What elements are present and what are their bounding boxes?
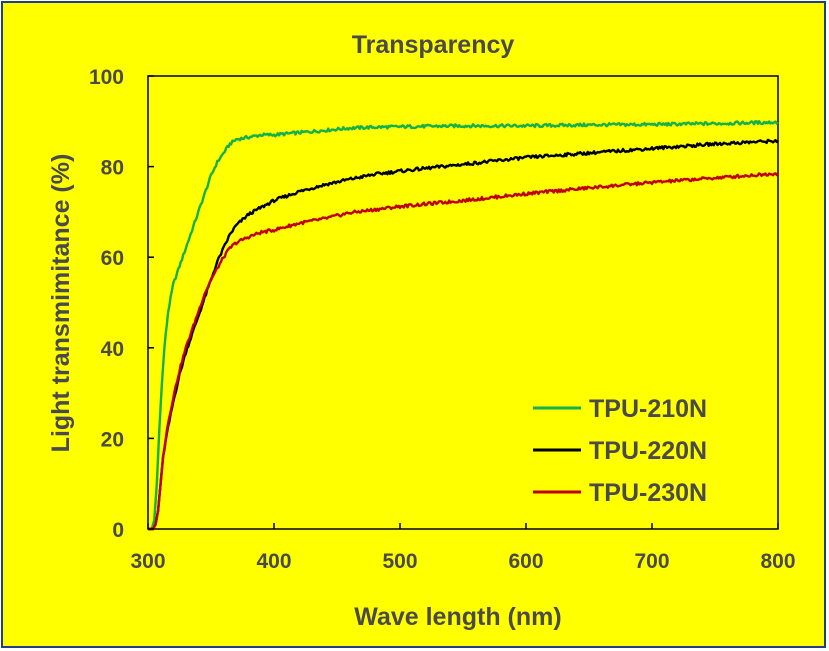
series-line-tpu-210n bbox=[148, 120, 779, 531]
y-tick-label: 40 bbox=[101, 338, 124, 361]
series-line-tpu-230n bbox=[148, 172, 779, 531]
line-chart: Transparency 300 400 500 600 700 800 0 20 40 60 80… bbox=[47, 31, 796, 631]
x-tick-label: 800 bbox=[760, 550, 795, 573]
y-tick-label: 80 bbox=[101, 157, 124, 180]
legend-label: TPU-230N bbox=[589, 479, 707, 507]
x-tick-label: 700 bbox=[634, 550, 669, 573]
x-tick-label: 500 bbox=[382, 550, 417, 573]
axis-ticks: 300 400 500 600 700 800 0 20 40 60 80 100 bbox=[89, 66, 796, 573]
y-tick-label: 0 bbox=[112, 519, 124, 542]
x-tick-label: 600 bbox=[508, 550, 543, 573]
x-tick-label: 400 bbox=[256, 550, 291, 573]
series-lines bbox=[148, 120, 779, 531]
legend-label: TPU-220N bbox=[589, 437, 707, 465]
y-tick-label: 60 bbox=[101, 247, 124, 270]
legend: TPU-210N TPU-220N TPU-230N bbox=[533, 395, 707, 507]
y-tick-label: 20 bbox=[101, 428, 124, 451]
series-line-tpu-220n bbox=[148, 138, 779, 531]
x-axis-title: Wave length (nm) bbox=[354, 603, 561, 631]
x-tick-label: 300 bbox=[130, 550, 165, 573]
y-axis-title: Light transmimitance (%) bbox=[47, 154, 75, 453]
chart-title: Transparency bbox=[352, 31, 515, 59]
y-tick-label: 100 bbox=[89, 66, 124, 89]
plot-area bbox=[147, 75, 779, 530]
legend-label: TPU-210N bbox=[589, 395, 707, 423]
